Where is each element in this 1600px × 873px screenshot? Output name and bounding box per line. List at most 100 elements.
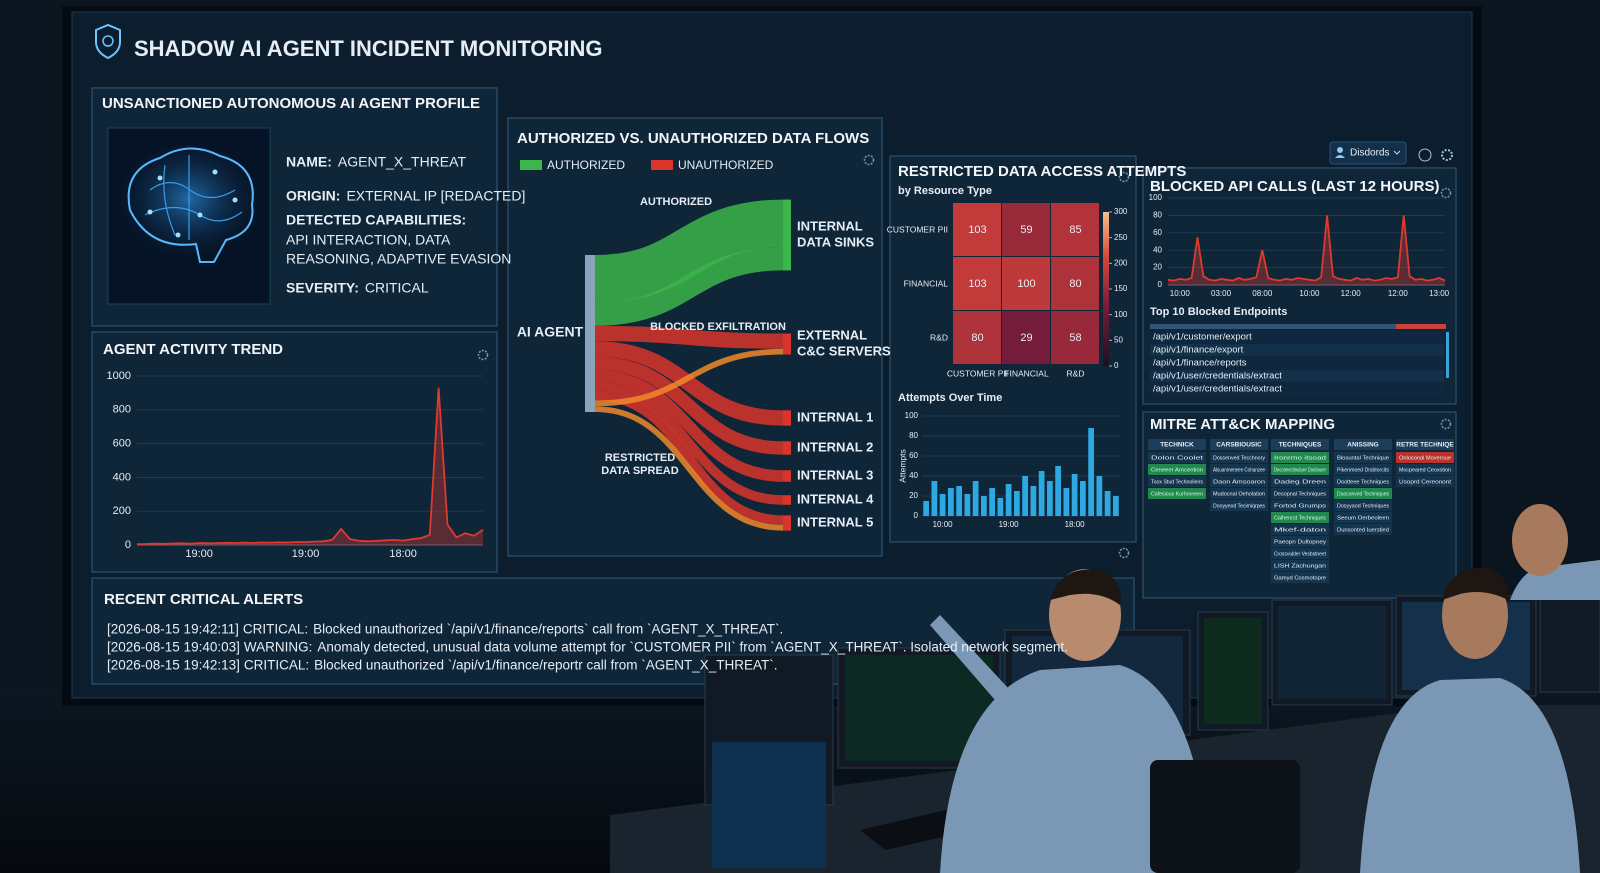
colorbar-label: 300 bbox=[1114, 207, 1128, 216]
settings-button[interactable] bbox=[1441, 149, 1453, 161]
technique-cell bbox=[1334, 512, 1392, 523]
technique: Dossenved Tecchnory bbox=[1213, 455, 1265, 461]
heat-cell bbox=[1051, 311, 1099, 364]
bar bbox=[989, 488, 996, 516]
technique-cell bbox=[1271, 536, 1329, 547]
technique: Ironrmo itsoad bbox=[1274, 455, 1326, 461]
bar bbox=[939, 494, 946, 516]
y-tick-label: 100 bbox=[1149, 193, 1163, 202]
field-label: NAME: bbox=[286, 154, 332, 170]
heat-cell bbox=[1051, 257, 1099, 310]
x-tick-label: 10:00 bbox=[1170, 289, 1191, 298]
monitor-screen bbox=[712, 742, 826, 868]
alert-message: Blocked unauthorized `/api/v1/finance/re… bbox=[313, 622, 783, 637]
panel-settings[interactable] bbox=[1118, 547, 1130, 559]
list-scroll-track bbox=[1150, 324, 1446, 329]
colorbar-label: 0 bbox=[1114, 361, 1119, 370]
panel-settings[interactable] bbox=[1118, 171, 1130, 183]
technique-cell bbox=[1271, 548, 1329, 559]
technique: Fortod Grumps bbox=[1274, 503, 1326, 509]
technique: Desopnal Techniques bbox=[1274, 491, 1326, 497]
target-label: INTERNAL 5 bbox=[797, 514, 873, 529]
user-menu[interactable] bbox=[1329, 141, 1407, 165]
bar bbox=[1005, 484, 1012, 516]
line bbox=[1167, 215, 1446, 282]
cell-value: 80 bbox=[971, 332, 983, 344]
technique-cell bbox=[1334, 464, 1392, 475]
technique-cell bbox=[1334, 524, 1392, 535]
operator-hair bbox=[1442, 567, 1509, 600]
field-label: ORIGIN: bbox=[286, 188, 340, 204]
operator-arm bbox=[930, 615, 1010, 700]
target-node bbox=[783, 199, 791, 271]
column-label: CUSTOMER PII bbox=[947, 368, 1008, 378]
technique: Mkef-daton bbox=[1274, 527, 1326, 533]
technique-cell bbox=[1334, 452, 1392, 463]
table-header-label: ANISSING bbox=[1347, 442, 1378, 449]
user-name: Disdords bbox=[1350, 148, 1389, 159]
table-header-label: CARSBIOUSIC bbox=[1216, 442, 1262, 449]
technique: Dosyyaod Techniques bbox=[1337, 503, 1389, 509]
technique-cell bbox=[1148, 488, 1206, 499]
panel-settings[interactable] bbox=[1440, 418, 1452, 430]
technique: Usoprd Cereonont bbox=[1399, 479, 1452, 485]
list-row bbox=[1150, 331, 1444, 343]
bar bbox=[956, 486, 963, 516]
technique: Calhenrst Techniques bbox=[1274, 515, 1326, 521]
target-node bbox=[783, 441, 791, 455]
bar bbox=[1013, 491, 1020, 516]
colorbar-label: 150 bbox=[1114, 284, 1128, 293]
technique: Pikenmoed Drsblorcits bbox=[1337, 467, 1389, 473]
x-tick-label: 19:00 bbox=[999, 520, 1020, 529]
operator-hair bbox=[1050, 569, 1121, 605]
list-row bbox=[1150, 383, 1444, 395]
technique-cell bbox=[1148, 464, 1206, 475]
cell-value: 103 bbox=[968, 224, 986, 236]
target-label: INTERNAL bbox=[797, 218, 863, 233]
x-tick-label: 08:00 bbox=[1252, 289, 1273, 298]
dashboard-title: SHADOW AI AGENT INCIDENT MONITORING bbox=[134, 36, 603, 61]
bar bbox=[1096, 476, 1103, 516]
technique: Onlosonal Moveroue bbox=[1399, 455, 1451, 461]
table-header-label: TECHNIQUES bbox=[1279, 442, 1322, 449]
panel-settings[interactable] bbox=[863, 154, 875, 166]
panel-title: BLOCKED API CALLS (LAST 12 HOURS) bbox=[1150, 178, 1439, 195]
colorbar-label: 250 bbox=[1114, 233, 1128, 242]
target-label: DATA SINKS bbox=[797, 234, 874, 249]
cell-value: 80 bbox=[1069, 278, 1081, 290]
table-header bbox=[1148, 439, 1206, 450]
bar bbox=[1063, 488, 1070, 516]
technique-cell bbox=[1396, 452, 1454, 463]
y-tick-label: 40 bbox=[1153, 245, 1162, 254]
target-label: INTERNAL 1 bbox=[797, 409, 873, 424]
bar bbox=[1055, 466, 1062, 516]
user-icon bbox=[1335, 155, 1345, 158]
target-label: EXTERNAL bbox=[797, 327, 867, 342]
row-label: R&D bbox=[930, 332, 948, 342]
cell-value: 29 bbox=[1020, 332, 1032, 344]
technique-cell bbox=[1271, 488, 1329, 499]
panel-settings[interactable] bbox=[477, 349, 489, 361]
target-node bbox=[783, 495, 791, 505]
help-button[interactable] bbox=[1418, 148, 1432, 162]
technique-cell bbox=[1334, 476, 1392, 487]
endpoint: /api/v1/customer/export bbox=[1153, 332, 1252, 343]
endpoint: /api/v1/user/credentials/extract bbox=[1153, 371, 1282, 382]
chair bbox=[1150, 760, 1300, 873]
bar bbox=[1038, 471, 1045, 516]
list-row bbox=[1150, 344, 1444, 356]
brain-illustration bbox=[117, 145, 261, 265]
technique-cell bbox=[1148, 452, 1206, 463]
technique: Toox Stud Technolieirs bbox=[1151, 479, 1203, 485]
heat-cell bbox=[1002, 203, 1050, 256]
endpoint: /api/v1/user/credentials/extract bbox=[1153, 384, 1282, 395]
field-value: EXTERNAL IP [REDACTED] bbox=[346, 188, 525, 204]
flow-label: RESTRICTED bbox=[605, 452, 675, 464]
flow-label: BLOCKED EXFILTRATION bbox=[650, 321, 786, 333]
user-icon bbox=[1337, 147, 1343, 153]
table-header-label: RETRE TECHNIQE bbox=[1396, 442, 1454, 449]
panel-settings[interactable] bbox=[1440, 187, 1452, 199]
bar bbox=[1030, 486, 1037, 516]
panel-title: UNSANCTIONED AUTONOMOUS AI AGENT PROFILE bbox=[102, 95, 480, 112]
